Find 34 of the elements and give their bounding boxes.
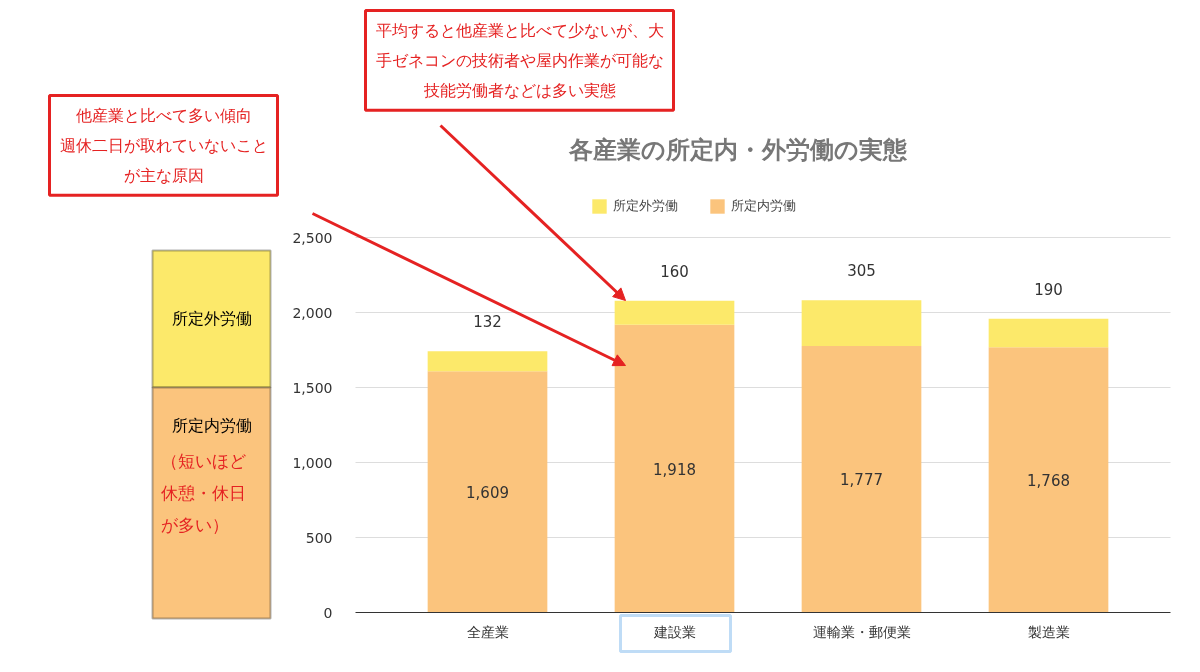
bar xyxy=(427,351,548,372)
y-tick-label: 2,500 xyxy=(292,229,333,246)
data-label: 1,768 xyxy=(1027,471,1070,490)
y-tick-label: 0 xyxy=(323,604,333,621)
y-tick-label: 2,000 xyxy=(292,304,333,321)
text: 平均すると他産業と比べて少ないが、大手ゼネコンの技術者や屋内作業が可能な技能労働者などは多い実態 xyxy=(375,20,664,101)
chart-title: 各産業の所定内・外労働の実態 xyxy=(567,135,908,164)
data-label: 305 xyxy=(847,262,876,281)
data-label: 1,777 xyxy=(840,471,883,490)
text: 所定外労働 xyxy=(171,308,252,328)
x-tick-label: 建設業 xyxy=(652,623,696,640)
bar xyxy=(801,300,922,346)
x-tick-label: 製造業 xyxy=(1027,623,1070,640)
data-label: 160 xyxy=(660,262,689,281)
bar xyxy=(988,347,1109,613)
text: 所定内労働 xyxy=(171,415,252,435)
data-label: 1,609 xyxy=(466,483,509,502)
text: 他産業と比べて多い傾向週休二日が取れていないことが主な原因 xyxy=(59,105,268,186)
y-tick-label: 1,500 xyxy=(292,379,333,396)
bar xyxy=(427,371,548,613)
bar xyxy=(614,300,735,325)
bar xyxy=(988,318,1109,348)
data-label: 190 xyxy=(1034,280,1063,299)
data-label: 132 xyxy=(473,313,502,332)
bar xyxy=(801,345,922,613)
legend-label: 所定外労働 xyxy=(613,197,678,215)
x-tick-label: 全産業 xyxy=(466,623,509,640)
y-tick-label: 500 xyxy=(305,529,333,546)
y-tick-label: 1,000 xyxy=(292,454,333,471)
bar xyxy=(614,324,735,613)
data-label: 1,918 xyxy=(653,460,696,479)
text: （短いほど休憩・休日が多い） xyxy=(160,450,246,535)
x-tick-label: 運輸業・郵便業 xyxy=(812,623,911,640)
legend-label: 所定内労働 xyxy=(731,197,796,215)
